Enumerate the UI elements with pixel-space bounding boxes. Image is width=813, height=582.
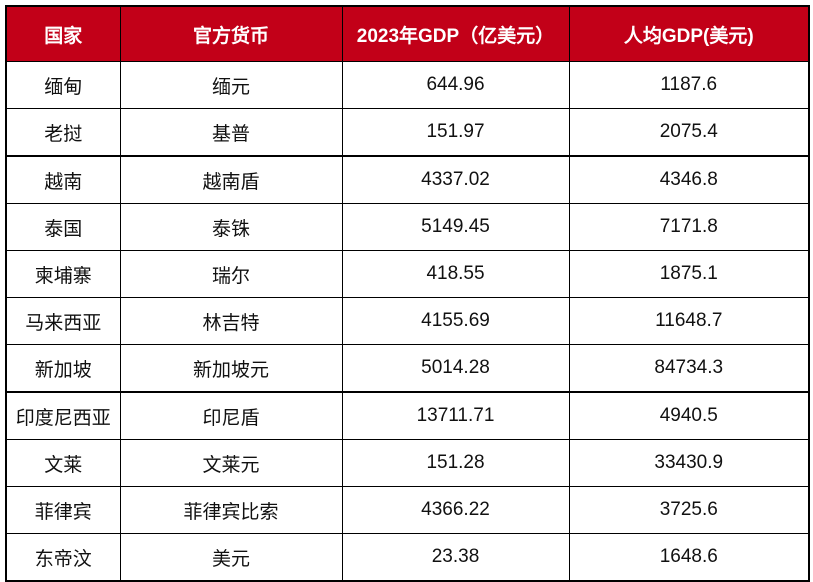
table-row: 越南 越南盾 4337.02 4346.8 (5, 155, 810, 204)
country-cell: 柬埔寨 (5, 250, 121, 298)
gdp-cell: 5014.28 (341, 344, 570, 393)
gdp-per-capita-cell: 1648.6 (568, 533, 810, 582)
gdp-per-capita-cell: 4940.5 (568, 391, 810, 440)
gdp-per-capita-cell: 4346.8 (568, 155, 810, 204)
currency-cell: 文莱元 (119, 439, 343, 487)
table-row: 老挝 基普 151.97 2075.4 (5, 108, 810, 157)
currency-cell: 基普 (119, 108, 343, 157)
table-row: 新加坡 新加坡元 5014.28 84734.3 (5, 344, 810, 393)
gdp-cell: 418.55 (341, 250, 570, 298)
table-row: 文莱 文莱元 151.28 33430.9 (5, 439, 810, 487)
gdp-per-capita-cell: 7171.8 (568, 203, 810, 251)
gdp-cell: 644.96 (341, 61, 570, 109)
header-gdp-per-capita: 人均GDP(美元) (568, 5, 810, 62)
table-row: 东帝汶 美元 23.38 1648.6 (5, 533, 810, 582)
header-currency: 官方货币 (119, 5, 343, 62)
currency-cell: 新加坡元 (119, 344, 343, 393)
gdp-cell: 13711.71 (341, 391, 570, 440)
currency-cell: 林吉特 (119, 297, 343, 345)
currency-cell: 缅元 (119, 61, 343, 109)
country-cell: 缅甸 (5, 61, 121, 109)
currency-cell: 泰铢 (119, 203, 343, 251)
currency-cell: 越南盾 (119, 155, 343, 204)
gdp-cell: 151.28 (341, 439, 570, 487)
currency-cell: 美元 (119, 533, 343, 582)
country-cell: 泰国 (5, 203, 121, 251)
gdp-cell: 5149.45 (341, 203, 570, 251)
header-gdp: 2023年GDP（亿美元） (341, 5, 570, 62)
currency-cell: 瑞尔 (119, 250, 343, 298)
table-row: 印度尼西亚 印尼盾 13711.71 4940.5 (5, 391, 810, 440)
gdp-table: 国家 官方货币 2023年GDP（亿美元） 人均GDP(美元) 缅甸 缅元 644.… (5, 5, 810, 582)
gdp-cell: 151.97 (341, 108, 570, 157)
gdp-per-capita-cell: 3725.6 (568, 486, 810, 534)
table-row: 菲律宾 菲律宾比索 4366.22 3725.6 (5, 486, 810, 534)
currency-cell: 印尼盾 (119, 391, 343, 440)
country-cell: 老挝 (5, 108, 121, 157)
country-cell: 马来西亚 (5, 297, 121, 345)
header-country: 国家 (5, 5, 121, 62)
gdp-per-capita-cell: 1187.6 (568, 61, 810, 109)
country-cell: 文莱 (5, 439, 121, 487)
header-row: 国家 官方货币 2023年GDP（亿美元） 人均GDP(美元) (5, 5, 810, 62)
table-row: 马来西亚 林吉特 4155.69 11648.7 (5, 297, 810, 345)
gdp-cell: 4366.22 (341, 486, 570, 534)
gdp-per-capita-cell: 1875.1 (568, 250, 810, 298)
country-cell: 新加坡 (5, 344, 121, 393)
gdp-cell: 4155.69 (341, 297, 570, 345)
country-cell: 越南 (5, 155, 121, 204)
country-cell: 印度尼西亚 (5, 391, 121, 440)
gdp-per-capita-cell: 84734.3 (568, 344, 810, 393)
gdp-cell: 4337.02 (341, 155, 570, 204)
gdp-per-capita-cell: 2075.4 (568, 108, 810, 157)
table-row: 柬埔寨 瑞尔 418.55 1875.1 (5, 250, 810, 298)
gdp-per-capita-cell: 33430.9 (568, 439, 810, 487)
table-row: 缅甸 缅元 644.96 1187.6 (5, 61, 810, 109)
currency-cell: 菲律宾比索 (119, 486, 343, 534)
country-cell: 菲律宾 (5, 486, 121, 534)
gdp-cell: 23.38 (341, 533, 570, 582)
country-cell: 东帝汶 (5, 533, 121, 582)
table-row: 泰国 泰铢 5149.45 7171.8 (5, 203, 810, 251)
gdp-per-capita-cell: 11648.7 (568, 297, 810, 345)
